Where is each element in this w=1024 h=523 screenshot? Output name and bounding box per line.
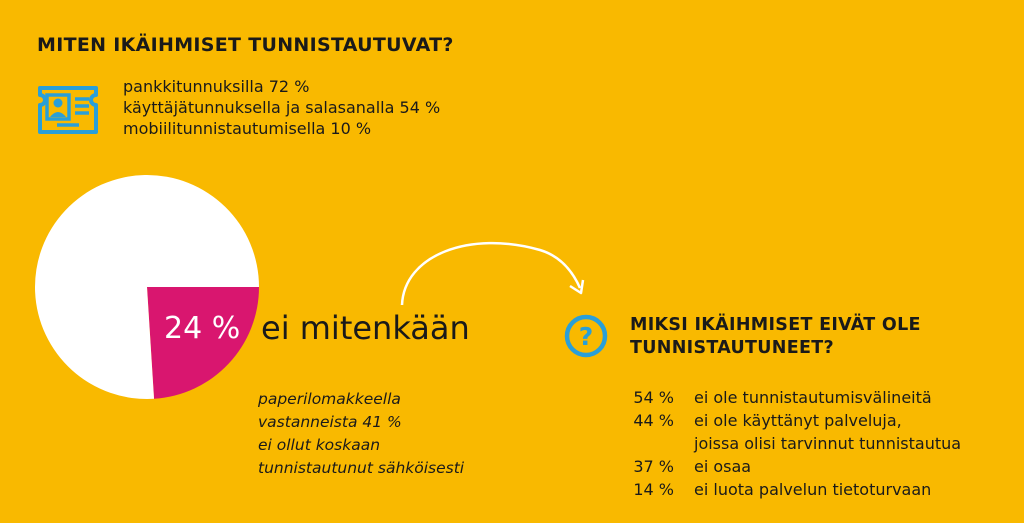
methods-list: pankkitunnuksilla 72 % käyttäjätunnuksel…	[123, 76, 440, 139]
reason-text-line: ei ole käyttänyt palveluja,	[694, 411, 902, 430]
reason-percent: 14 %	[633, 480, 674, 499]
reason-row: 44 % ei ole käyttänyt palveluja, joissa …	[620, 409, 961, 455]
reason-row: 54 % ei ole tunnistautumisvälineitä	[620, 386, 961, 409]
question-circle-icon: ?	[564, 314, 608, 358]
reason-row: 37 % ei osaa	[620, 455, 961, 478]
reason-percent: 44 %	[633, 411, 674, 430]
paper-note: paperilomakkeella vastanneista 41 % ei o…	[258, 388, 464, 480]
reason-text-line: joissa olisi tarvinnut tunnistautua	[694, 434, 962, 453]
method-item: mobiilitunnistautumisella 10 %	[123, 119, 372, 138]
pie-slice-percent: 24 %	[164, 311, 241, 346]
reason-text: ei ole käyttänyt palveluja, joissa olisi…	[694, 409, 961, 455]
reason-percent: 37 %	[633, 457, 674, 476]
subtitle-line: TUNNISTAUTUNEET?	[630, 338, 834, 358]
svg-text:?: ?	[579, 322, 594, 351]
paper-note-line: ei ollut koskaan	[258, 436, 381, 454]
reasons-list: 54 % ei ole tunnistautumisvälineitä 44 %…	[620, 386, 961, 501]
method-item: pankkitunnuksilla 72 %	[123, 77, 310, 96]
id-card-icon	[38, 86, 98, 134]
reason-percent: 54 %	[633, 388, 674, 407]
method-item: käyttäjätunnuksella ja salasanalla 54 %	[123, 98, 441, 117]
paper-note-line: vastanneista 41 %	[258, 413, 402, 431]
page-title: MITEN IKÄIHMISET TUNNISTAUTUVAT?	[37, 34, 454, 56]
subtitle-line: MIKSI IKÄIHMISET EIVÄT OLE	[630, 315, 921, 335]
pie-slice-label: ei mitenkään	[261, 309, 470, 347]
arrow-head	[569, 279, 585, 295]
reason-text: ei luota palvelun tietoturvaan	[694, 480, 932, 499]
paper-note-line: paperilomakkeella	[258, 390, 401, 408]
reason-text: ei osaa	[694, 457, 752, 476]
pie-slice-rest	[34, 175, 259, 400]
paper-note-line: tunnistautunut sähköisesti	[258, 459, 465, 477]
reason-text: ei ole tunnistautumisvälineitä	[694, 388, 932, 407]
reason-row: 14 % ei luota palvelun tietoturvaan	[620, 478, 961, 501]
section-subtitle: MIKSI IKÄIHMISET EIVÄT OLE TUNNISTAUTUNE…	[630, 314, 921, 360]
curved-arrow-icon	[400, 241, 582, 306]
